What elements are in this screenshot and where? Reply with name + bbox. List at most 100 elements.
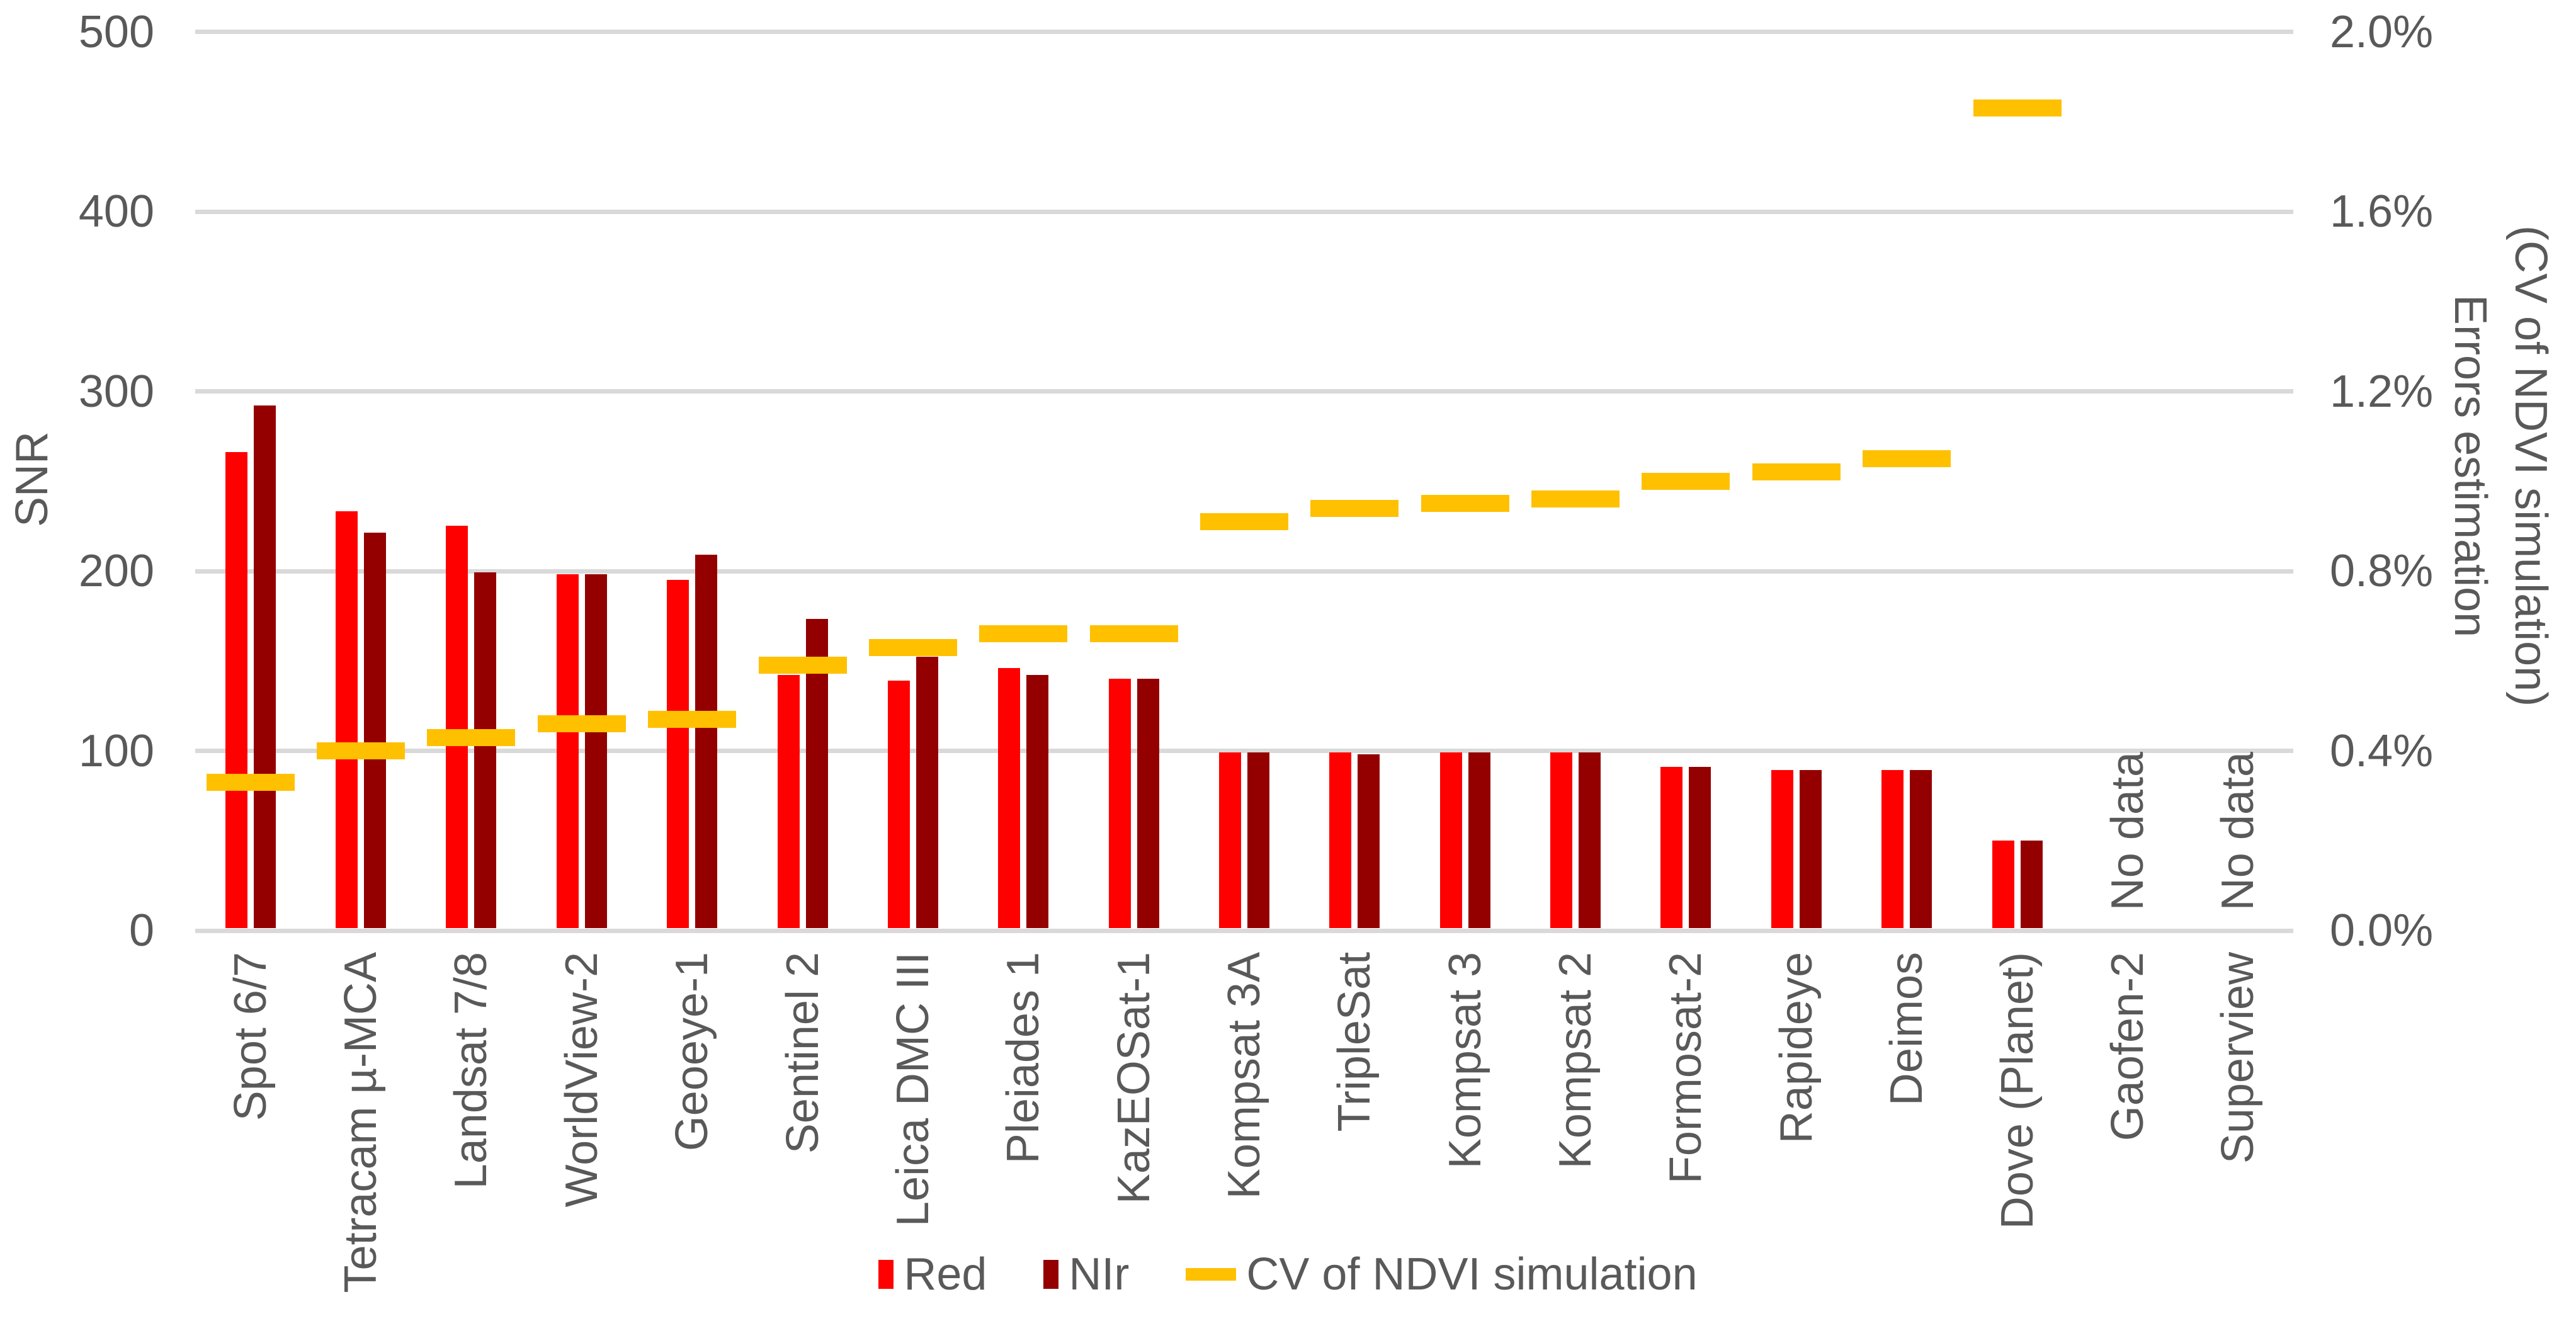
legend: Red NIr CV of NDVI simulation xyxy=(0,1248,2576,1301)
bar-nir xyxy=(584,574,607,929)
left-axis-tick-label: 500 xyxy=(78,6,154,57)
x-axis-label: Leica DMC III xyxy=(887,952,938,1227)
bar-nir xyxy=(1579,752,1601,929)
bar-red xyxy=(777,674,800,929)
x-axis-label: Dove (Planet) xyxy=(1992,952,2043,1230)
x-axis-label: Geoeye-1 xyxy=(667,952,718,1152)
bar-red xyxy=(1881,770,1904,929)
x-axis-label: Deimos xyxy=(1881,952,1932,1106)
cv-dash xyxy=(648,711,737,728)
bar-red xyxy=(336,511,358,929)
right-axis-tick-label: 0.8% xyxy=(2330,546,2434,596)
right-axis-title-line2: (CV of NDVI simulation) xyxy=(2505,225,2556,707)
bar-red xyxy=(1219,752,1241,929)
x-axis-label: WorldView-2 xyxy=(556,952,607,1208)
gridline xyxy=(195,749,2293,753)
legend-label: NIr xyxy=(1069,1249,1130,1300)
bar-nir xyxy=(1137,678,1159,929)
legend-bar-marker-icon xyxy=(878,1260,894,1289)
cv-dash xyxy=(1200,513,1288,530)
right-axis-title-line1: Errors estimation xyxy=(2445,294,2495,638)
bar-nir xyxy=(1247,752,1269,929)
legend-item: Red xyxy=(878,1248,987,1301)
bar-red xyxy=(1992,840,2014,929)
no-data-label: No data xyxy=(2213,751,2264,910)
x-axis-label: Superview xyxy=(2213,952,2264,1164)
x-axis-label: Pleiades 1 xyxy=(998,952,1049,1164)
legend-item: CV of NDVI simulation xyxy=(1186,1248,1698,1301)
bar-nir xyxy=(474,572,497,929)
x-axis-label: Tetracam µ-MCA xyxy=(336,952,387,1293)
x-axis-label: Rapideye xyxy=(1771,952,1822,1144)
x-axis-label: Formosat-2 xyxy=(1660,952,1711,1184)
legend-line-marker-icon xyxy=(1186,1268,1237,1281)
bar-red xyxy=(556,574,579,929)
cv-dash xyxy=(317,742,406,759)
right-axis-tick-label: 0.4% xyxy=(2330,725,2434,776)
bar-nir xyxy=(1468,752,1490,929)
bar-red xyxy=(225,451,247,929)
gridline xyxy=(195,30,2293,34)
cv-dash xyxy=(1089,625,1178,643)
cv-dash xyxy=(1863,450,1951,468)
legend-label: Red xyxy=(904,1249,987,1300)
x-axis-label: KazEOSat-1 xyxy=(1108,952,1159,1204)
bar-red xyxy=(667,579,689,929)
cv-dash xyxy=(868,638,957,656)
left-axis-tick-label: 0 xyxy=(128,905,154,956)
x-axis-label: Spot 6/7 xyxy=(225,952,276,1121)
right-axis-title: Errors estimation (CV of NDVI simulation… xyxy=(2440,0,2572,932)
gridline xyxy=(195,569,2293,574)
bar-nir xyxy=(916,657,938,929)
cv-dash xyxy=(537,715,626,733)
x-axis-label: Kompsat 3A xyxy=(1219,952,1269,1199)
left-axis-tick-label: 200 xyxy=(78,546,154,596)
bar-nir xyxy=(253,405,276,929)
bar-red xyxy=(887,680,910,929)
x-axis-label: Gaofen-2 xyxy=(2102,952,2153,1142)
cv-dash xyxy=(1531,490,1620,508)
bar-red xyxy=(1439,752,1462,929)
gridline xyxy=(195,389,2293,394)
bar-nir xyxy=(1689,766,1711,929)
right-axis-tick-label: 2.0% xyxy=(2330,6,2434,57)
cv-dash xyxy=(1642,472,1730,490)
x-axis-label: Kompsat 3 xyxy=(1439,952,1490,1169)
right-axis-tick-label: 1.6% xyxy=(2330,186,2434,237)
bar-nir xyxy=(364,533,387,929)
legend-bar-marker-icon xyxy=(1043,1260,1059,1289)
cv-dash xyxy=(979,625,1068,643)
right-axis-tick-label: 1.2% xyxy=(2330,366,2434,417)
cv-dash xyxy=(1421,495,1509,513)
bar-nir xyxy=(1026,674,1049,929)
cv-dash xyxy=(1310,499,1399,517)
gridline xyxy=(195,928,2293,933)
legend-label: CV of NDVI simulation xyxy=(1246,1249,1698,1300)
x-axis-label: Kompsat 2 xyxy=(1550,952,1601,1169)
bar-nir xyxy=(1358,754,1380,929)
no-data-label: No data xyxy=(2102,751,2153,910)
bar-red xyxy=(1550,752,1573,929)
cv-dash xyxy=(427,728,516,746)
x-axis-label: Landsat 7/8 xyxy=(446,952,497,1189)
bar-nir xyxy=(1799,770,1822,929)
right-axis-tick-label: 0.0% xyxy=(2330,905,2434,956)
x-axis-label: TripleSat xyxy=(1329,952,1380,1132)
bar-red xyxy=(1108,678,1131,929)
bar-nir xyxy=(695,554,718,929)
bar-red xyxy=(446,525,468,929)
bar-nir xyxy=(2020,840,2043,929)
bar-red xyxy=(1660,766,1683,929)
legend-item: NIr xyxy=(1043,1248,1129,1301)
bar-nir xyxy=(1910,770,1932,929)
gridline xyxy=(195,209,2293,214)
bar-red xyxy=(998,667,1021,929)
left-axis-tick-label: 400 xyxy=(78,186,154,237)
left-axis-tick-label: 300 xyxy=(78,366,154,417)
cv-dash xyxy=(1973,99,2062,117)
cv-dash xyxy=(1752,463,1841,481)
x-axis-label: Sentinel 2 xyxy=(777,952,828,1154)
cv-dash xyxy=(758,657,847,674)
left-axis-tick-label: 100 xyxy=(78,725,154,776)
